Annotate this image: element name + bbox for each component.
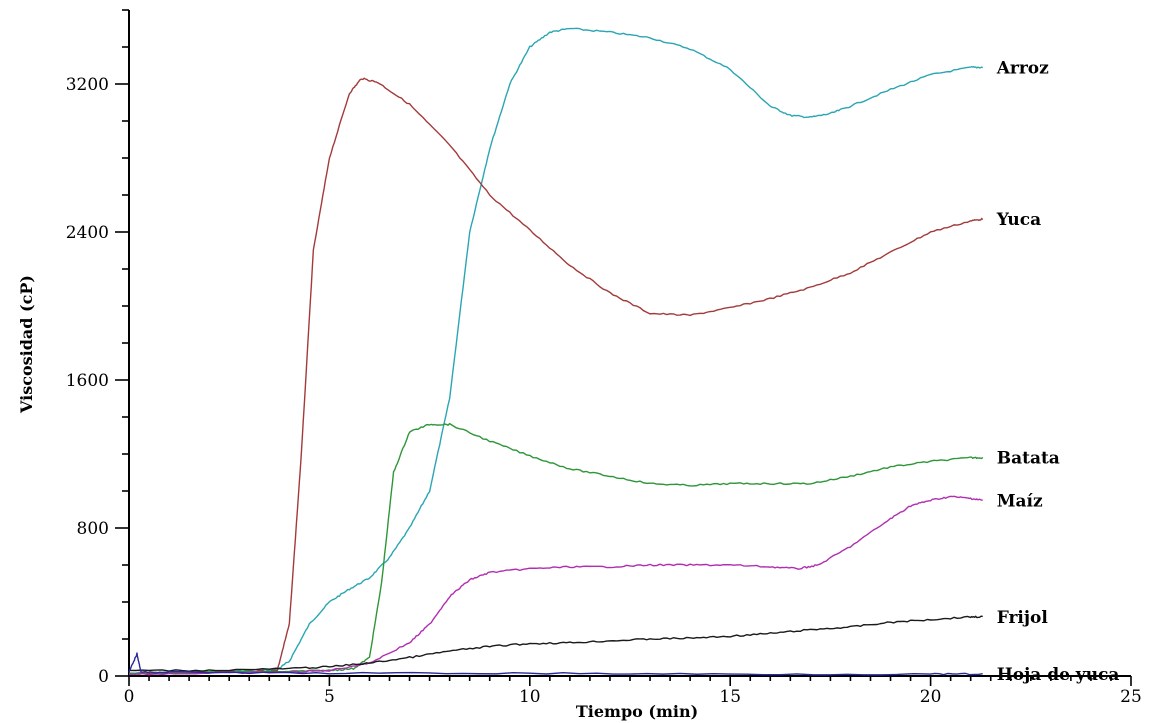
y-tick-label: 800 (77, 519, 109, 539)
series-label: Arroz (996, 58, 1049, 78)
series-label: Maíz (997, 491, 1043, 511)
y-tick-label: 0 (98, 667, 109, 687)
y-tick-label: 3200 (66, 75, 109, 95)
y-axis-title: Viscosidad (cP) (17, 275, 36, 414)
x-tick-label: 10 (519, 687, 541, 707)
series-label: Batata (997, 449, 1060, 469)
tick-labels: 0 5 10 15 20 25 0 800 1600 2400 3200 (66, 75, 1142, 707)
series-line-hoja-de-yuca (128, 652, 983, 676)
x-tick-label: 15 (719, 687, 741, 707)
series-label: Hoja de yuca (997, 665, 1120, 685)
series-label: Frijol (997, 608, 1049, 628)
series-labels: Arroz Yuca Batata Maíz Frijol Hoja de yuca (996, 58, 1120, 685)
series-line-batata (128, 422, 984, 675)
series-group (128, 27, 984, 676)
x-tick-label: 25 (1120, 687, 1142, 707)
ticks (115, 9, 1132, 686)
x-tick-label: 20 (920, 687, 942, 707)
series-line-ma-z (128, 495, 983, 676)
series-label: Yuca (996, 210, 1041, 230)
axes (128, 10, 1131, 677)
x-axis-title: Tiempo (min) (576, 702, 698, 721)
x-tick-label: 0 (124, 687, 135, 707)
y-tick-label: 1600 (66, 371, 109, 391)
x-tick-label: 5 (324, 687, 335, 707)
series-line-yuca (128, 77, 984, 676)
series-line-arroz (128, 27, 984, 674)
y-tick-label: 2400 (66, 223, 109, 243)
series-line-frijol (128, 615, 984, 672)
